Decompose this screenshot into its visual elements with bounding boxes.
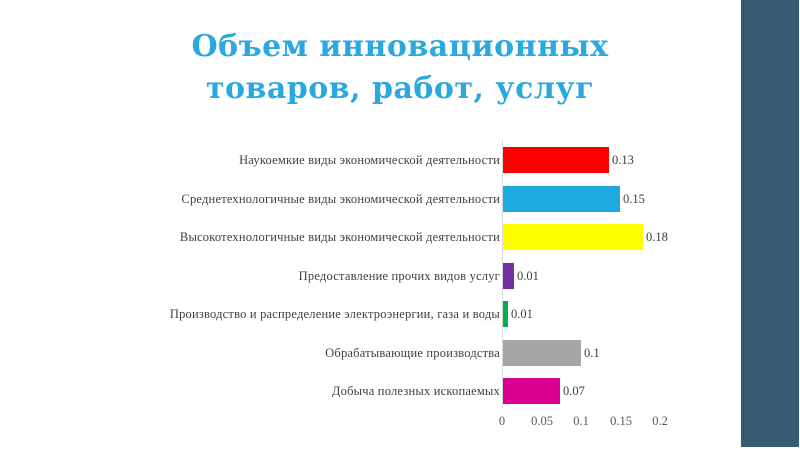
slide-title: Объем инновационных товаров, работ, услу… [100, 26, 700, 110]
bar [503, 301, 508, 327]
title-line-2: товаров, работ, услуг [205, 71, 595, 106]
chart-row: Производство и распределение электроэнер… [0, 301, 740, 327]
value-label: 0.07 [563, 384, 585, 398]
bar [503, 378, 560, 404]
chart-row: Добыча полезных ископаемых 0.07 [0, 378, 740, 404]
chart-row: Предоставление прочих видов услуг 0.01 [0, 263, 740, 289]
bar [503, 186, 620, 212]
category-label: Производство и распределение электроэнер… [169, 307, 500, 321]
x-tick-label: 0.2 [652, 414, 668, 428]
category-label: Среднетехнологичные виды экономической д… [181, 192, 500, 206]
category-label: Обрабатывающие производства [325, 346, 500, 360]
value-label: 0.15 [623, 192, 645, 206]
value-label: 0.18 [646, 230, 668, 244]
category-label: Предоставление прочих видов услуг [298, 269, 500, 283]
x-tick-label: 0.1 [573, 414, 589, 428]
chart-row: Обрабатывающие производства 0.1 [0, 340, 740, 366]
title-line-1: Объем инновационных [191, 29, 609, 64]
bar [503, 340, 581, 366]
x-tick-label: 0.05 [531, 414, 553, 428]
x-tick-label: 0.15 [610, 414, 632, 428]
value-label: 0.13 [612, 153, 634, 167]
category-label: Наукоемкие виды экономической деятельнос… [239, 153, 500, 167]
bar [503, 147, 609, 173]
value-label: 0.01 [511, 307, 533, 321]
bar-chart: Наукоемкие виды экономической деятельнос… [0, 140, 740, 428]
y-axis-line [502, 140, 503, 408]
category-label: Добыча полезных ископаемых [331, 384, 500, 398]
bar [503, 224, 643, 250]
value-label: 0.01 [517, 269, 539, 283]
chart-row: Наукоемкие виды экономической деятельнос… [0, 147, 740, 173]
x-tick-label: 0 [498, 414, 506, 428]
side-decor-panel [741, 0, 799, 447]
chart-row: Среднетехнологичные виды экономической д… [0, 186, 740, 212]
bar [503, 263, 514, 289]
category-label: Высокотехнологичные виды экономической д… [179, 230, 500, 244]
value-label: 0.1 [584, 346, 600, 360]
chart-row: Высокотехнологичные виды экономической д… [0, 224, 740, 250]
